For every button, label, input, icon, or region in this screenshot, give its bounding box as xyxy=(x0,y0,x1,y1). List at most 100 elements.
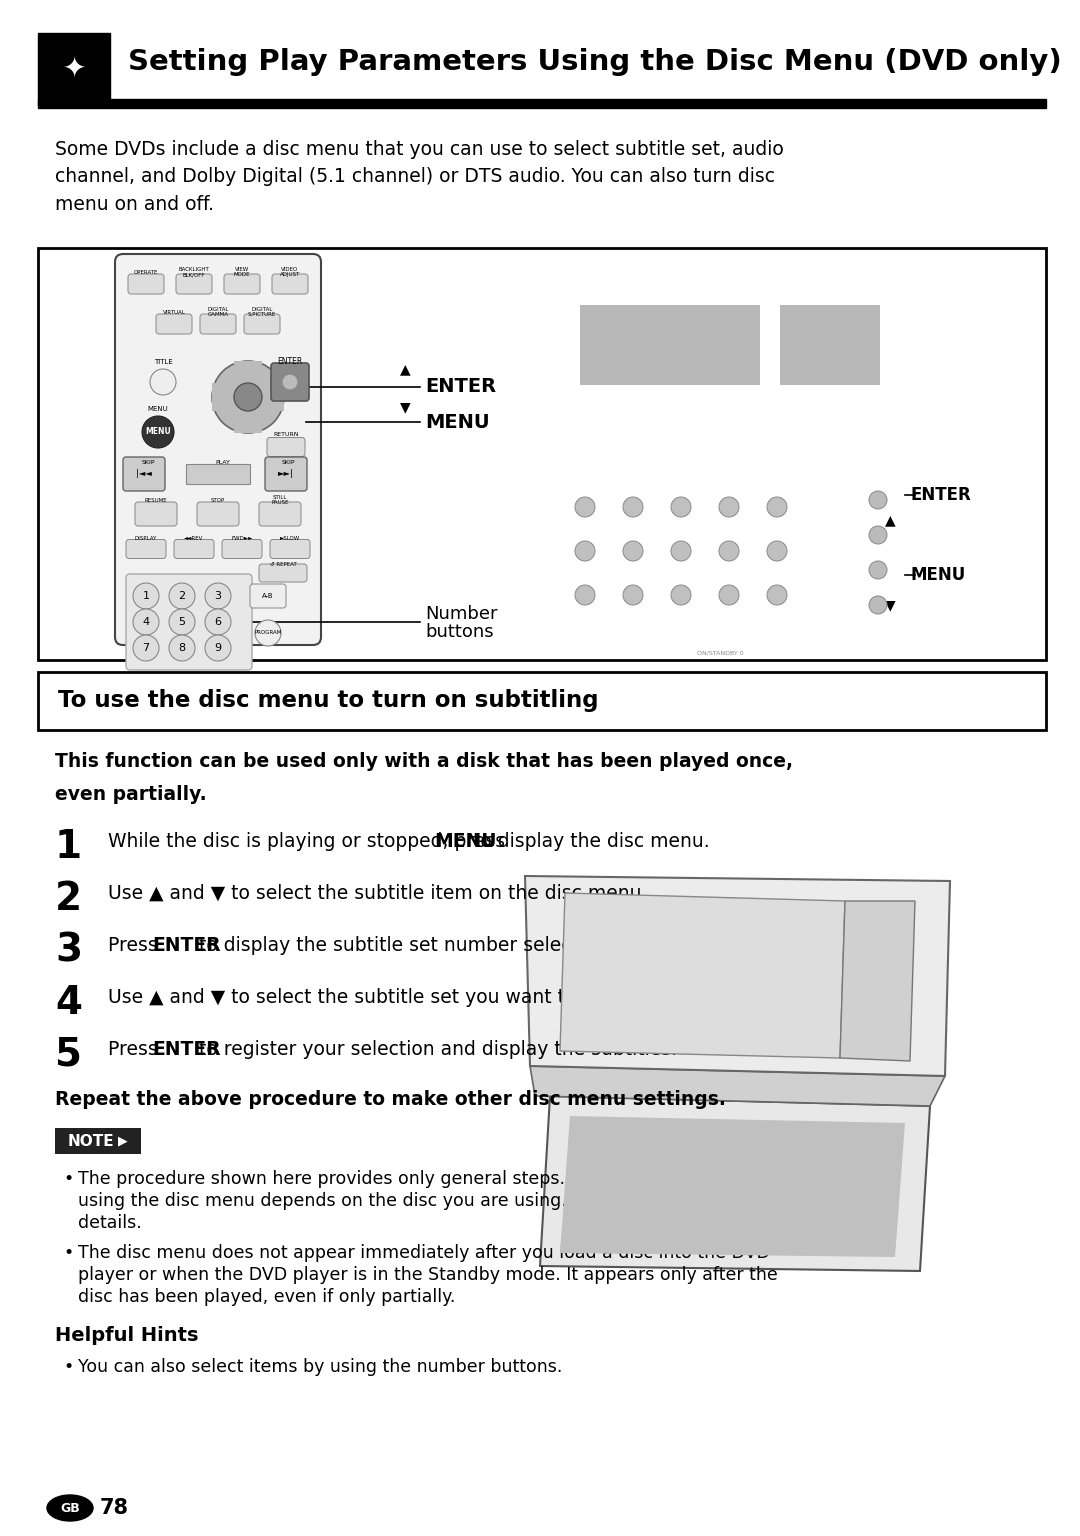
Text: 7: 7 xyxy=(143,644,149,653)
Text: Setting Play Parameters Using the Disc Menu (DVD only): Setting Play Parameters Using the Disc M… xyxy=(129,48,1062,75)
Circle shape xyxy=(623,585,643,605)
Text: ↺ REPEAT: ↺ REPEAT xyxy=(270,562,296,567)
Text: Press: Press xyxy=(108,1040,164,1058)
Bar xyxy=(780,306,880,386)
Text: ENTER: ENTER xyxy=(152,935,221,955)
Text: ▲: ▲ xyxy=(885,513,895,527)
FancyBboxPatch shape xyxy=(249,584,286,608)
Circle shape xyxy=(205,634,231,660)
FancyBboxPatch shape xyxy=(265,458,307,492)
Circle shape xyxy=(575,498,595,518)
Circle shape xyxy=(671,498,691,518)
Circle shape xyxy=(671,585,691,605)
Text: 3: 3 xyxy=(215,591,221,601)
Text: 9: 9 xyxy=(215,644,221,653)
Text: TITLE: TITLE xyxy=(153,359,173,366)
FancyBboxPatch shape xyxy=(271,362,309,401)
Text: ▲: ▲ xyxy=(400,362,410,376)
Text: •: • xyxy=(63,1244,73,1263)
Circle shape xyxy=(133,584,159,608)
FancyBboxPatch shape xyxy=(129,273,164,293)
Bar xyxy=(38,247,1047,660)
Text: ON/STANDBY 0: ON/STANDBY 0 xyxy=(697,651,743,656)
Text: ▼: ▼ xyxy=(885,598,895,611)
Text: While the disc is playing or stopped, press: While the disc is playing or stopped, pr… xyxy=(108,833,511,851)
Text: ►►|: ►►| xyxy=(278,470,294,479)
Circle shape xyxy=(133,634,159,660)
Text: even partially.: even partially. xyxy=(55,785,206,803)
Circle shape xyxy=(150,369,176,395)
Polygon shape xyxy=(530,1066,945,1106)
Text: SKIP: SKIP xyxy=(281,459,295,464)
Text: Helpful Hints: Helpful Hints xyxy=(55,1326,199,1346)
Circle shape xyxy=(255,621,281,647)
Text: VIRTUAL: VIRTUAL xyxy=(163,309,186,315)
FancyBboxPatch shape xyxy=(200,313,237,333)
FancyBboxPatch shape xyxy=(267,438,305,456)
Circle shape xyxy=(575,585,595,605)
FancyBboxPatch shape xyxy=(126,539,166,559)
Text: PLAY: PLAY xyxy=(216,459,230,464)
Text: using the disc menu depends on the disc you are using. See the disc jacket for: using the disc menu depends on the disc … xyxy=(78,1192,767,1210)
FancyBboxPatch shape xyxy=(123,458,165,492)
Text: 1: 1 xyxy=(143,591,149,601)
Text: GB: GB xyxy=(60,1502,80,1514)
Text: You can also select items by using the number buttons.: You can also select items by using the n… xyxy=(78,1358,563,1376)
Circle shape xyxy=(869,596,887,614)
Text: DISPLAY: DISPLAY xyxy=(135,536,158,541)
Text: PROGRAM: PROGRAM xyxy=(254,630,282,636)
Text: This function can be used only with a disk that has been played once,: This function can be used only with a di… xyxy=(55,753,793,771)
FancyBboxPatch shape xyxy=(259,564,307,582)
Circle shape xyxy=(869,561,887,579)
Circle shape xyxy=(168,608,195,634)
Text: RETURN: RETURN xyxy=(273,433,299,438)
Text: ✦: ✦ xyxy=(63,54,85,81)
Text: DIGITAL
S.PICTURE: DIGITAL S.PICTURE xyxy=(248,307,276,318)
Circle shape xyxy=(234,382,262,412)
Text: Use ▲ and ▼ to select the subtitle set you want to use.: Use ▲ and ▼ to select the subtitle set y… xyxy=(108,988,621,1008)
Text: ENTER: ENTER xyxy=(278,358,302,367)
Circle shape xyxy=(719,498,739,518)
Circle shape xyxy=(869,492,887,508)
Circle shape xyxy=(719,585,739,605)
Text: NOTE: NOTE xyxy=(68,1134,114,1149)
FancyBboxPatch shape xyxy=(259,502,301,525)
Text: MENU: MENU xyxy=(910,565,966,584)
Text: to register your selection and display the subtitles.: to register your selection and display t… xyxy=(193,1040,677,1058)
Bar xyxy=(234,361,262,433)
Text: 78: 78 xyxy=(100,1498,129,1518)
Text: ENTER: ENTER xyxy=(152,1040,221,1058)
Text: STILL
PAUSE: STILL PAUSE xyxy=(271,495,288,505)
Text: VIEW
MODE: VIEW MODE xyxy=(233,267,251,278)
Text: The procedure shown here provides only general steps. The actual procedure for: The procedure shown here provides only g… xyxy=(78,1170,786,1187)
Text: 4: 4 xyxy=(143,617,149,627)
Text: 4: 4 xyxy=(55,985,82,1021)
Text: Press: Press xyxy=(108,935,164,955)
Text: ENTER: ENTER xyxy=(910,485,971,504)
Circle shape xyxy=(575,541,595,561)
Text: 6: 6 xyxy=(215,617,221,627)
Text: OPERATE: OPERATE xyxy=(134,269,158,275)
FancyBboxPatch shape xyxy=(135,502,177,525)
Circle shape xyxy=(282,373,298,390)
Circle shape xyxy=(767,498,787,518)
Bar xyxy=(38,98,1047,108)
Text: STOP: STOP xyxy=(211,498,225,502)
Text: ▶: ▶ xyxy=(118,1135,127,1147)
Text: ◄◄REV: ◄◄REV xyxy=(185,536,204,541)
Text: •: • xyxy=(63,1358,73,1376)
Text: To use the disc menu to turn on subtitling: To use the disc menu to turn on subtitli… xyxy=(58,690,598,713)
Circle shape xyxy=(141,416,174,449)
Text: SKIP: SKIP xyxy=(141,459,154,464)
FancyBboxPatch shape xyxy=(222,539,262,559)
FancyBboxPatch shape xyxy=(174,539,214,559)
FancyBboxPatch shape xyxy=(126,574,252,670)
FancyBboxPatch shape xyxy=(272,273,308,293)
Text: to display the disc menu.: to display the disc menu. xyxy=(468,833,710,851)
Circle shape xyxy=(168,584,195,608)
Bar xyxy=(38,32,110,104)
Circle shape xyxy=(205,584,231,608)
Text: Use ▲ and ▼ to select the subtitle item on the disc menu.: Use ▲ and ▼ to select the subtitle item … xyxy=(108,885,647,903)
Bar xyxy=(55,1127,141,1154)
Text: A-B: A-B xyxy=(262,593,274,599)
